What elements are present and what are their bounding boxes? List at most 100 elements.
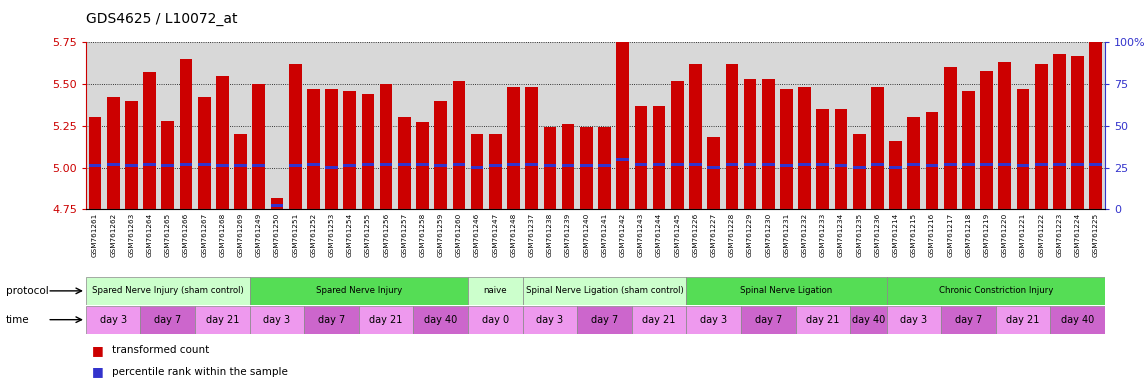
Text: day 21: day 21	[806, 314, 839, 325]
Bar	[270, 204, 283, 207]
Bar	[780, 89, 792, 209]
Bar	[796, 306, 850, 333]
Bar	[579, 164, 593, 167]
Bar	[741, 42, 759, 209]
Text: day 3: day 3	[900, 314, 927, 325]
Bar	[650, 42, 669, 209]
Bar	[835, 164, 847, 167]
Bar	[741, 306, 796, 333]
Bar	[853, 134, 866, 209]
Bar	[1035, 64, 1048, 209]
Bar	[835, 109, 847, 209]
Bar	[1068, 42, 1087, 209]
Bar	[559, 42, 577, 209]
Bar	[141, 42, 159, 209]
Bar	[1053, 163, 1066, 166]
Bar	[761, 79, 775, 209]
Bar	[816, 109, 829, 209]
Text: Spinal Nerve Ligation (sham control): Spinal Nerve Ligation (sham control)	[526, 286, 684, 295]
Text: percentile rank within the sample: percentile rank within the sample	[112, 366, 289, 377]
Text: GSM761250: GSM761250	[274, 213, 279, 257]
Bar	[432, 42, 450, 209]
Text: day 7: day 7	[318, 314, 345, 325]
Bar	[744, 79, 757, 209]
Bar	[141, 306, 195, 333]
Bar	[216, 76, 229, 209]
Bar	[1014, 42, 1032, 209]
Bar	[598, 164, 611, 167]
Text: GSM761224: GSM761224	[1075, 213, 1081, 257]
Bar	[777, 42, 796, 209]
Text: day 40: day 40	[424, 314, 457, 325]
Bar	[270, 198, 283, 209]
Bar	[890, 166, 902, 169]
Text: GSM761260: GSM761260	[456, 213, 461, 257]
Bar	[489, 164, 502, 167]
Bar	[161, 121, 174, 209]
Bar	[726, 64, 739, 209]
Bar	[689, 64, 702, 209]
Bar	[198, 163, 211, 166]
Bar	[598, 127, 611, 209]
Bar	[996, 306, 1050, 333]
Bar	[468, 42, 487, 209]
Bar	[686, 306, 741, 333]
Bar	[669, 42, 686, 209]
Bar	[962, 163, 974, 166]
Bar	[544, 127, 556, 209]
Text: GSM761229: GSM761229	[747, 213, 753, 257]
Text: GSM761255: GSM761255	[365, 213, 371, 257]
Text: transformed count: transformed count	[112, 345, 210, 355]
Bar	[416, 122, 429, 209]
Bar	[305, 42, 323, 209]
Bar	[526, 87, 538, 209]
Bar	[1050, 306, 1105, 333]
Bar	[595, 42, 614, 209]
Bar	[632, 306, 686, 333]
Bar	[1032, 42, 1050, 209]
Bar	[943, 163, 956, 166]
Text: GDS4625 / L10072_at: GDS4625 / L10072_at	[86, 12, 237, 25]
Text: day 7: day 7	[955, 314, 982, 325]
Text: protocol: protocol	[6, 286, 48, 296]
Text: GSM761263: GSM761263	[128, 213, 134, 257]
Text: GSM761236: GSM761236	[875, 213, 881, 257]
Bar	[307, 89, 319, 209]
Bar	[468, 277, 522, 305]
Bar	[522, 277, 686, 305]
Text: day 0: day 0	[482, 314, 508, 325]
Text: GSM761220: GSM761220	[1002, 213, 1008, 257]
Bar	[686, 277, 886, 305]
Bar	[468, 306, 522, 333]
Bar	[106, 163, 119, 166]
Bar	[996, 42, 1014, 209]
Bar	[413, 42, 432, 209]
Bar	[1089, 14, 1103, 209]
Bar	[890, 141, 902, 209]
Bar	[104, 42, 123, 209]
Text: day 21: day 21	[370, 314, 403, 325]
Bar	[344, 91, 356, 209]
Bar	[798, 163, 811, 166]
Bar	[235, 164, 247, 167]
Bar	[980, 163, 993, 166]
Text: Spared Nerve Injury: Spared Nerve Injury	[316, 286, 402, 295]
Bar	[850, 42, 868, 209]
Text: GSM761221: GSM761221	[1020, 213, 1026, 257]
Text: GSM761252: GSM761252	[310, 213, 316, 257]
Text: GSM761235: GSM761235	[856, 213, 862, 257]
Bar	[180, 163, 192, 166]
Bar	[250, 277, 468, 305]
Bar	[143, 72, 156, 209]
Text: GSM761254: GSM761254	[347, 213, 353, 257]
Bar	[634, 106, 647, 209]
Bar	[125, 101, 137, 209]
Bar	[413, 306, 468, 333]
Bar	[344, 164, 356, 167]
Bar	[526, 163, 538, 166]
Text: GSM761228: GSM761228	[729, 213, 735, 257]
Bar	[759, 42, 777, 209]
Bar	[908, 163, 921, 166]
Bar	[616, 158, 629, 161]
Bar	[86, 277, 250, 305]
